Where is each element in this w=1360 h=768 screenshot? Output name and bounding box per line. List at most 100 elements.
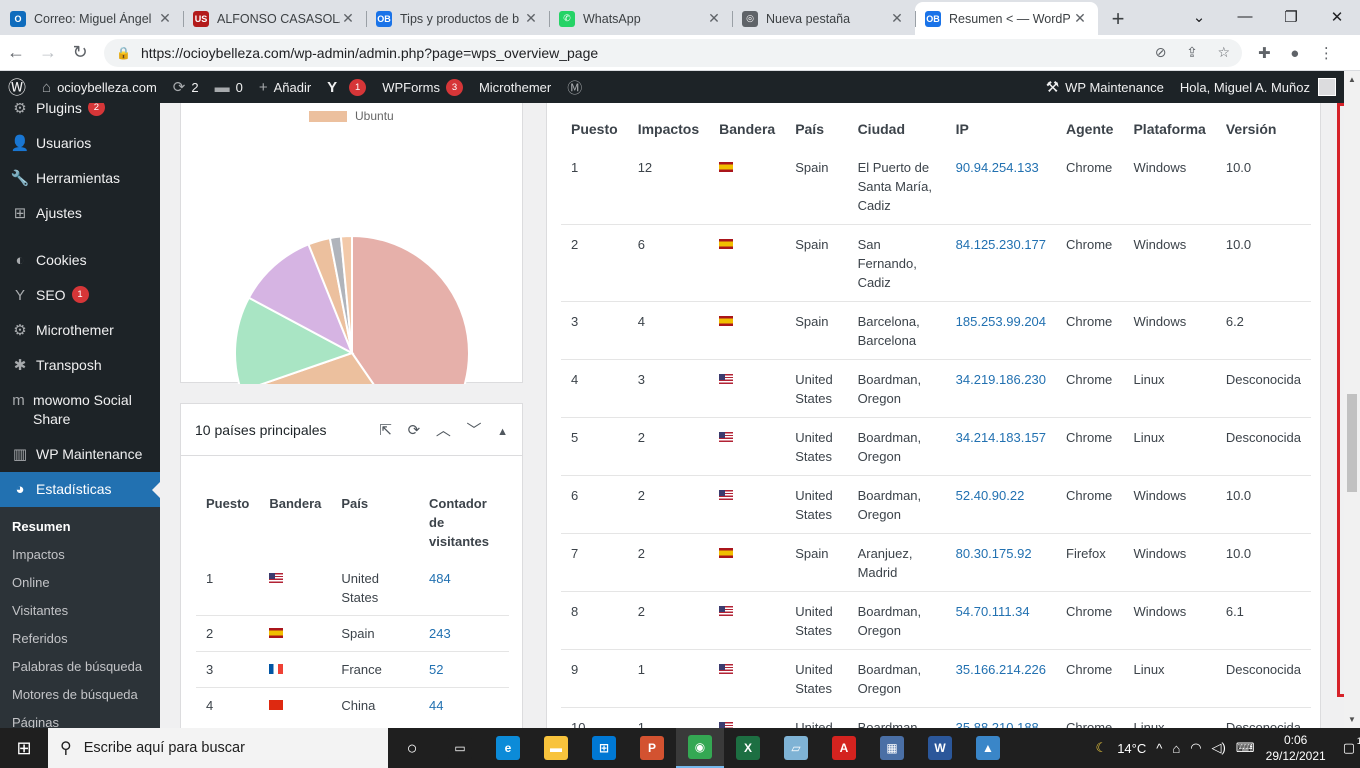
notes-icon[interactable]: ▱ <box>772 728 820 768</box>
sidebar-item-usuarios[interactable]: 👤 Usuarios <box>0 126 160 161</box>
cortana-icon[interactable]: ○ <box>406 737 418 758</box>
scroll-thumb[interactable] <box>1347 394 1357 492</box>
scroll-down-icon[interactable]: ▼ <box>1348 715 1356 724</box>
submenu-item[interactable]: Visitantes <box>12 603 69 618</box>
weather-moon-icon[interactable]: ☾ <box>1095 740 1108 755</box>
page-scrollbar[interactable]: ▲ ▼ <box>1344 71 1360 728</box>
collapse-toggle-icon[interactable]: ▲ <box>497 426 508 438</box>
pie-slice[interactable] <box>351 234 470 384</box>
close-window-button[interactable]: ✕ <box>1330 8 1344 26</box>
browser-tab[interactable]: O Correo: Miguel Ángel ✕ <box>0 2 183 35</box>
volume-icon[interactable]: ◁) <box>1211 740 1226 755</box>
close-icon[interactable]: ✕ <box>342 10 354 26</box>
browser-menu-icon[interactable]: ⋮ <box>1318 44 1334 62</box>
new-tab-button[interactable]: + <box>1111 5 1125 31</box>
ip-link[interactable]: 80.30.175.92 <box>955 546 1032 561</box>
sidebar-item-plugins[interactable]: ⚙ Plugins 2 <box>0 103 160 126</box>
taskbar-search[interactable]: ⚲ Escribe aquí para buscar <box>48 728 388 768</box>
close-icon[interactable]: ✕ <box>159 10 171 26</box>
submenu-item[interactable]: Motores de búsqueda <box>12 687 138 702</box>
chevron-up-icon[interactable]: ︿ <box>435 422 451 439</box>
reload-button[interactable]: ↻ <box>72 42 88 62</box>
close-icon[interactable]: ✕ <box>525 10 537 26</box>
pie-slice[interactable] <box>241 351 418 384</box>
new-content-link[interactable]: + Añadir <box>258 78 312 96</box>
photos-icon[interactable]: ▲ <box>964 728 1012 768</box>
temperature[interactable]: 14°C <box>1117 740 1147 756</box>
restore-button[interactable]: ❐ <box>1284 8 1298 26</box>
extensions-icon[interactable]: ✚ <box>1258 44 1271 62</box>
sidebar-item-microthemer[interactable]: ⚙ Microthemer <box>0 313 160 348</box>
submenu-item[interactable]: Online <box>12 575 50 590</box>
sidebar-item-estad-sticas[interactable]: ◕ Estadísticas <box>0 472 160 507</box>
ip-link[interactable]: 84.125.230.177 <box>955 237 1047 252</box>
microthemer-link[interactable]: Microthemer <box>478 79 552 95</box>
browser-tab[interactable]: US ALFONSO CASASOLA ✕ <box>183 2 366 35</box>
chevron-down-icon[interactable]: ﹀ <box>466 422 482 439</box>
share-icon[interactable]: ⇪ <box>1186 44 1198 60</box>
sidebar-item-herramientas[interactable]: 🔧 Herramientas <box>0 161 160 196</box>
visitor-count-link[interactable]: 484 <box>429 571 451 586</box>
ip-link[interactable]: 90.94.254.133 <box>955 160 1039 175</box>
chrome-icon[interactable]: ◉ <box>676 728 724 768</box>
clock[interactable]: 0:06 29/12/2021 <box>1265 733 1326 763</box>
excel-icon[interactable]: X <box>724 728 772 768</box>
wpforms-link[interactable]: WPForms 3 <box>374 71 471 103</box>
edge-icon[interactable]: e <box>484 728 532 768</box>
windows-start-icon[interactable]: ⊞ <box>16 737 32 758</box>
close-icon[interactable]: ✕ <box>891 10 903 26</box>
submenu-item[interactable]: Impactos <box>12 547 65 562</box>
submenu-item[interactable]: Páginas <box>12 715 59 728</box>
ip-link[interactable]: 185.253.99.204 <box>955 314 1047 329</box>
profile-icon[interactable]: ● <box>1290 44 1300 62</box>
close-icon[interactable]: ✕ <box>708 10 720 26</box>
ip-link[interactable]: 34.214.183.157 <box>955 430 1047 445</box>
updates-link[interactable]: ⟳ 2 <box>172 79 199 96</box>
scroll-up-icon[interactable]: ▲ <box>1348 75 1356 84</box>
sidebar-item-transposh[interactable]: ✱ Transposh <box>0 348 160 383</box>
sidebar-item-mowomo-social-share[interactable]: m mowomo Social Share <box>0 383 160 437</box>
address-bar[interactable]: 🔒 https://ocioybelleza.com/wp-admin/admi… <box>104 38 1242 67</box>
eye-slash-icon[interactable]: ⊘ <box>1154 44 1167 60</box>
submenu-item[interactable]: Resumen <box>12 519 71 534</box>
external-link-icon[interactable]: ⇱ <box>379 422 392 439</box>
network-icon[interactable]: ⌂ <box>1172 740 1181 756</box>
chevron-down-icon[interactable]: ⌄ <box>1192 8 1206 26</box>
bookmark-star-icon[interactable]: ☆ <box>1217 44 1230 60</box>
url-text[interactable]: https://ocioybelleza.com/wp-admin/admin.… <box>140 44 599 61</box>
sidebar-item-wp-maintenance[interactable]: ▥ WP Maintenance <box>0 437 160 472</box>
acrobat-icon[interactable]: A <box>820 728 868 768</box>
ip-link[interactable]: 52.40.90.22 <box>955 488 1025 503</box>
chevron-up-icon[interactable]: ^ <box>1156 740 1163 756</box>
wordpress-logo-icon[interactable]: Ⓦ <box>8 78 26 98</box>
ip-link[interactable]: 35.166.214.226 <box>955 662 1047 677</box>
ip-link[interactable]: 54.70.111.34 <box>955 604 1030 619</box>
keyboard-icon[interactable]: ⌨ <box>1235 740 1255 755</box>
browser-tab[interactable]: OB Resumen < — WordP ✕ <box>915 2 1098 35</box>
wp-maintenance-link[interactable]: ⚒ WP Maintenance <box>1045 79 1164 96</box>
word-icon[interactable]: W <box>916 728 964 768</box>
wifi-icon[interactable]: ◠ <box>1190 740 1202 755</box>
pie-legend-item[interactable]: Ubuntu <box>309 109 394 123</box>
close-icon[interactable]: ✕ <box>1074 10 1086 26</box>
browser-tab[interactable]: OB Tips y productos de b ✕ <box>366 2 549 35</box>
browser-tab[interactable]: ◎ Nueva pestaña ✕ <box>732 2 915 35</box>
pie-slice[interactable] <box>234 296 355 384</box>
lock-icon[interactable]: 🔒 <box>116 45 131 60</box>
visitor-count-link[interactable]: 243 <box>429 626 451 641</box>
minimize-button[interactable]: — <box>1237 8 1253 25</box>
my-account-link[interactable]: Hola, Miguel A. Muñoz <box>1172 71 1344 103</box>
store-icon[interactable]: ⊞ <box>580 728 628 768</box>
back-button[interactable]: ← <box>7 42 25 62</box>
submenu-item[interactable]: Palabras de búsqueda <box>12 659 143 674</box>
visitor-count-link[interactable]: 44 <box>429 698 444 713</box>
visitor-count-link[interactable]: 52 <box>429 662 444 677</box>
task-view-icon[interactable]: ▭ <box>436 728 484 768</box>
forward-button[interactable]: → <box>39 42 57 62</box>
submenu-item[interactable]: Referidos <box>12 631 68 646</box>
sidebar-item-seo[interactable]: Y SEO 1 <box>0 278 160 313</box>
yoast-seo-link[interactable]: Y 1 <box>319 71 374 103</box>
file-explorer-icon[interactable]: ▬ <box>532 728 580 768</box>
browser-tab[interactable]: ✆ WhatsApp ✕ <box>549 2 732 35</box>
ip-link[interactable]: 34.219.186.230 <box>955 372 1047 387</box>
